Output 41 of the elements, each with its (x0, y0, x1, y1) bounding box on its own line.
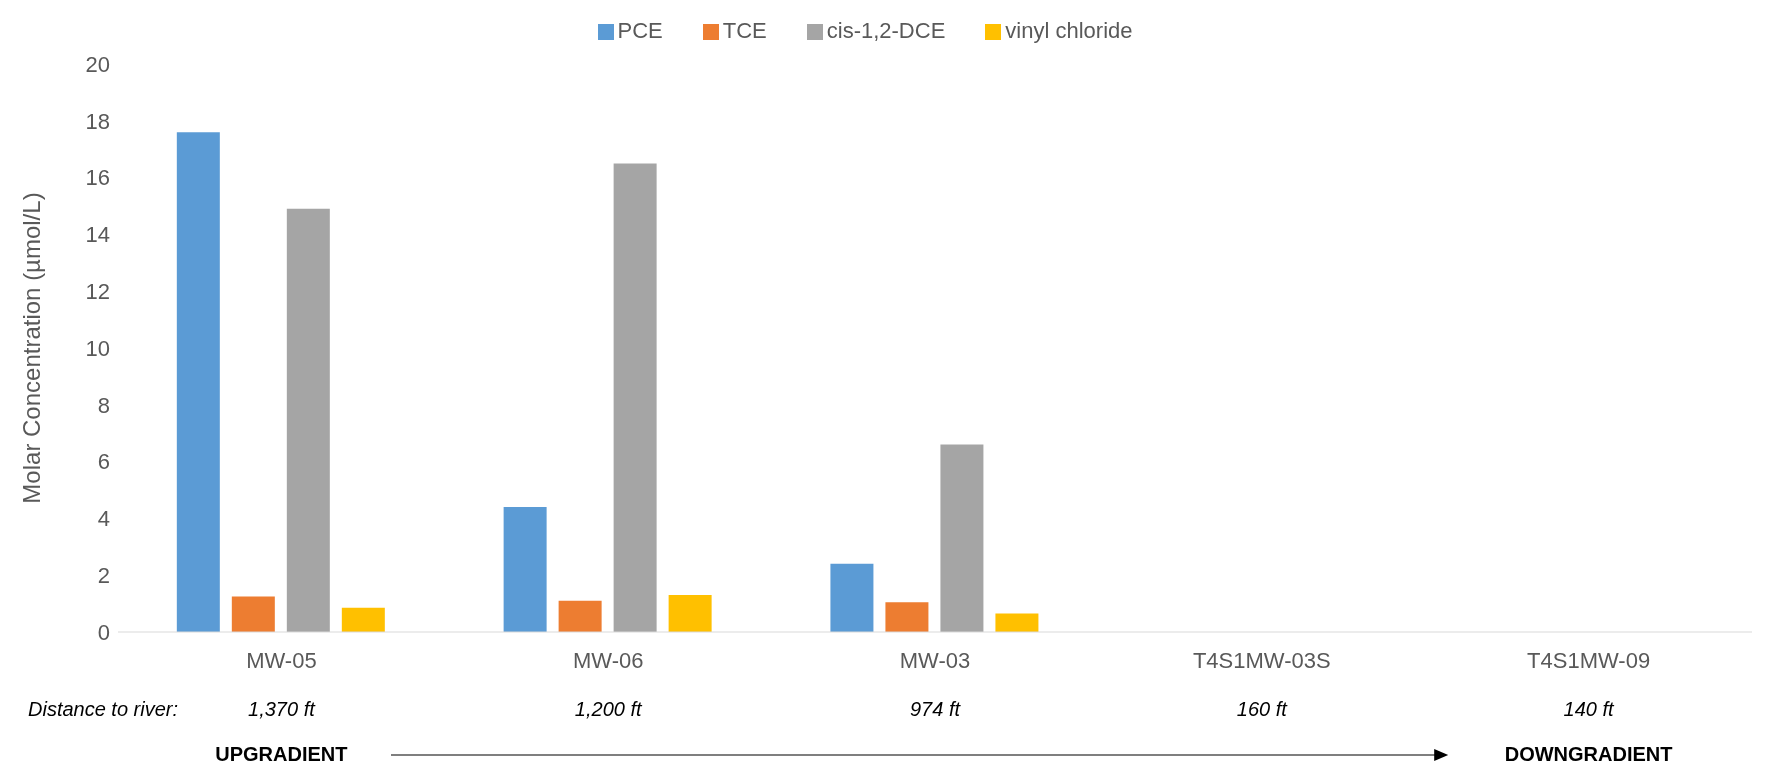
y-tick-label: 10 (85, 335, 110, 361)
bar (558, 600, 602, 632)
bar (830, 563, 874, 632)
legend-label: vinyl chloride (1005, 18, 1133, 43)
text: DOWNGRADIENT (1504, 743, 1673, 766)
bar (668, 595, 712, 632)
y-tick-label: 4 (97, 506, 110, 532)
y-tick-label: 16 (85, 165, 110, 191)
legend-label: TCE (722, 18, 767, 43)
text: 160 ft (1236, 698, 1287, 721)
bar (341, 607, 385, 632)
bar (995, 613, 1039, 632)
y-tick-label: 12 (85, 279, 110, 305)
bar (231, 596, 275, 632)
y-tick-label: 0 (97, 619, 110, 645)
y-tick-label: 14 (85, 222, 110, 248)
bar (176, 132, 220, 632)
y-tick-label: 2 (97, 563, 110, 589)
text: 974 ft (909, 698, 961, 721)
x-tick-label: MW-03 (899, 647, 971, 673)
x-tick-label: T4S1MW-03S (1192, 647, 1331, 673)
text: 1,200 ft (574, 698, 642, 721)
x-tick-label: MW-05 (246, 647, 317, 673)
y-tick-label: 20 (85, 51, 110, 77)
x-tick-label: MW-06 (572, 647, 644, 673)
text: Distance to river: (28, 698, 179, 721)
text: UPGRADIENT (215, 743, 348, 766)
bar (613, 163, 657, 632)
bar (885, 602, 929, 632)
bar (940, 444, 984, 632)
legend-label: cis-1,2-DCE (826, 18, 946, 43)
legend-label: PCE (617, 18, 663, 43)
x-tick-label: T4S1MW-09 (1527, 647, 1651, 673)
bar (503, 507, 547, 632)
bar (286, 208, 330, 632)
y-tick-label: 18 (85, 108, 110, 134)
y-tick-label: 8 (97, 392, 110, 418)
text: 140 ft (1563, 698, 1614, 721)
y-axis-title: Molar Concentration (µmol/L) (17, 192, 45, 504)
text: 1,370 ft (248, 698, 315, 721)
y-tick-label: 6 (97, 449, 110, 475)
